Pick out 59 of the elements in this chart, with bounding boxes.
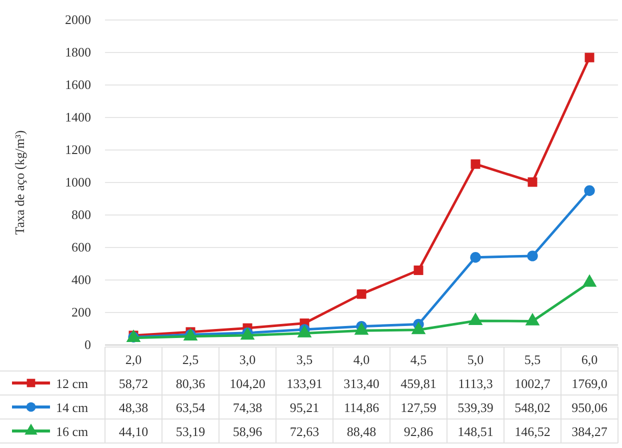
y-tick-label: 200 — [72, 304, 91, 320]
point — [414, 266, 424, 276]
data-label: 80,36 — [176, 376, 206, 391]
data-label: 48,38 — [118, 400, 148, 415]
point — [470, 252, 481, 263]
point — [470, 159, 480, 169]
data-label: 114,86 — [344, 400, 380, 415]
data-label: 127,59 — [400, 400, 436, 415]
y-axis-title: Taxa de aço (kg/m³) — [12, 130, 27, 235]
x-tick-label: 3,5 — [296, 352, 313, 367]
legend-label: 14 cm — [56, 400, 88, 415]
x-tick-label: 5,5 — [524, 352, 541, 367]
y-tick-label: 800 — [72, 207, 91, 222]
data-label: 950,06 — [572, 400, 608, 415]
x-tick-label: 4,5 — [410, 352, 427, 367]
data-label: 133,91 — [286, 376, 322, 391]
point — [584, 52, 594, 62]
legend-label: 16 cm — [56, 424, 88, 439]
data-label: 44,10 — [118, 424, 148, 439]
data-label: 1113,3 — [458, 376, 493, 391]
data-label: 1002,7 — [514, 376, 551, 391]
y-tick-label: 1200 — [65, 142, 91, 158]
data-label: 459,81 — [400, 376, 436, 391]
data-label: 313,40 — [344, 376, 380, 391]
x-tick-label: 3,0 — [239, 352, 256, 367]
data-label: 539,39 — [458, 400, 494, 415]
point — [528, 177, 538, 187]
y-tick-label: 0 — [84, 337, 91, 352]
data-label: 63,54 — [176, 400, 206, 415]
y-tick-label: 1800 — [65, 44, 91, 60]
data-label: 104,20 — [230, 376, 266, 391]
x-tick-label: 2,0 — [125, 352, 142, 367]
data-label: 88,48 — [346, 424, 376, 439]
y-tick-label: 1600 — [65, 77, 91, 92]
data-label: 72,63 — [290, 424, 320, 439]
x-tick-label: 5,0 — [467, 352, 484, 367]
y-tick-label: 600 — [72, 240, 91, 255]
x-tick-label: 6,0 — [581, 352, 598, 367]
legend-label: 12 cm — [56, 376, 88, 391]
data-label: 148,51 — [458, 424, 494, 439]
data-label: 92,86 — [404, 424, 434, 439]
data-label: 58,96 — [232, 424, 263, 439]
y-tick-label: 400 — [72, 272, 91, 288]
data-label: 384,27 — [572, 424, 608, 439]
data-label: 74,38 — [232, 400, 262, 415]
data-label: 95,21 — [290, 400, 320, 415]
data-label: 1769,0 — [572, 376, 608, 391]
data-label: 58,72 — [118, 376, 148, 391]
point — [356, 289, 366, 299]
data-label: 548,02 — [514, 400, 550, 415]
y-tick-label: 2000 — [65, 12, 91, 28]
data-label: 53,19 — [176, 424, 206, 439]
x-tick-label: 2,5 — [182, 352, 199, 367]
point — [527, 250, 538, 262]
y-tick-label: 1000 — [65, 174, 91, 190]
x-tick-label: 4,0 — [353, 352, 370, 367]
data-label: 146,52 — [514, 424, 550, 439]
y-tick-label: 1400 — [65, 110, 91, 125]
point — [584, 185, 595, 196]
